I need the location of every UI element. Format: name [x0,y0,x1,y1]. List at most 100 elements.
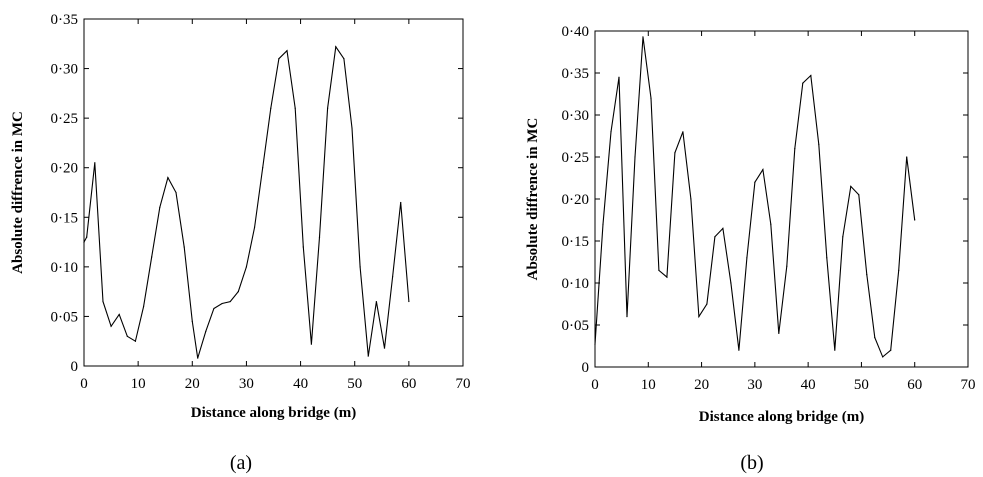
x-tick-label: 40 [801,377,816,393]
data-point [778,332,780,334]
y-axis-title: Absolute diffrence in MC [525,118,541,281]
data-point [802,82,804,84]
y-tick-label: 0·15 [51,210,79,226]
x-tick-label: 50 [347,376,362,392]
chart-panel-b: 0 0·05 0·10 0·15 0·20 0·25 0·30 0·35 0·40 0 10 20 30… [525,24,976,474]
data-point [221,302,223,305]
data-point [674,152,676,154]
x-tick-label: 30 [239,376,254,392]
data-point [183,246,185,248]
y-tick-label: 0·40 [562,24,590,40]
data-point [167,177,169,179]
panel-label: (a) [230,452,252,474]
data-point [906,156,908,158]
data-point [618,76,620,78]
data-point [698,316,700,318]
data-point [634,156,636,158]
data-point [134,340,137,342]
data-point [810,74,812,77]
data-point [126,335,128,337]
data-point [666,276,668,278]
data-point [682,131,684,133]
data-point [842,236,844,238]
data-point [866,274,868,276]
data-point [392,276,394,278]
data-point [327,107,329,109]
x-tick-label: 70 [456,376,471,392]
data-point [286,50,288,52]
data-point [610,131,612,133]
data-point [253,226,256,228]
data-point [335,46,337,48]
data-point [770,223,772,225]
data-point [738,349,740,351]
data-point [874,337,876,339]
data-point [914,219,916,221]
y-tick-label: 0·30 [562,108,590,124]
data-point [197,357,199,359]
panel-label: (b) [740,452,763,474]
data-point [191,320,193,322]
data-point [818,143,820,145]
data-point [730,282,732,284]
series-line [83,45,410,359]
plot-frame [83,18,464,367]
x-tick-label: 0 [591,377,599,393]
x-tick-label: 70 [961,377,976,393]
data-point [890,349,892,351]
data-point [826,257,828,259]
y-tick-label: 0·35 [562,66,590,82]
y-tick-label: 0·20 [562,192,590,208]
data-point [367,355,369,357]
data-point [882,356,884,358]
y-tick-label: 0 [71,359,79,375]
x-tick-label: 60 [907,377,922,393]
data-point [318,236,321,238]
x-axis-title: Distance along bridge (m) [699,409,864,425]
x-tick-label: 50 [854,377,869,393]
data-point [351,127,353,129]
y-tick-label: 0·10 [562,276,590,292]
data-point [213,307,215,310]
data-point [642,36,644,38]
x-tick-label: 60 [401,376,416,392]
data-point [237,291,239,293]
data-point [714,236,716,238]
data-point [400,201,402,204]
chart-panel-a: 0 0·05 0·10 0·15 0·20 0·25 0·30 0·35 0 10 20 30 40 50… [10,12,471,474]
data-point [159,206,161,208]
data-point [83,241,85,243]
data-point [229,300,231,303]
y-tick-label: 0·20 [51,161,79,177]
data-point [762,169,764,171]
data-point [858,194,860,196]
x-tick-label: 0 [80,376,88,392]
data-point [86,236,88,238]
data-point [175,191,177,194]
data-point [310,343,312,345]
data-point [110,325,112,327]
y-tick-label: 0·05 [51,309,79,325]
data-point [375,300,377,303]
data-point [270,107,272,109]
x-axis-title: Distance along bridge (m) [191,405,356,421]
data-point [754,181,756,183]
y-tick-label: 0 [582,360,590,376]
x-tick-label: 20 [694,377,709,393]
y-axis-title: Absolute diffrence in MC [10,111,26,274]
data-point [794,148,796,150]
data-point [594,343,596,345]
data-point [142,305,145,308]
data-point [786,265,788,267]
y-tick-label: 0·35 [51,12,79,28]
data-point [383,347,386,349]
data-point [102,300,104,303]
x-tick-label: 40 [293,376,308,392]
data-point [850,185,852,187]
data-point [262,167,264,169]
y-tick-label: 0·25 [562,150,590,166]
y-tick-label: 0·30 [51,62,79,78]
x-tick-label: 10 [131,376,146,392]
data-point [94,162,96,164]
